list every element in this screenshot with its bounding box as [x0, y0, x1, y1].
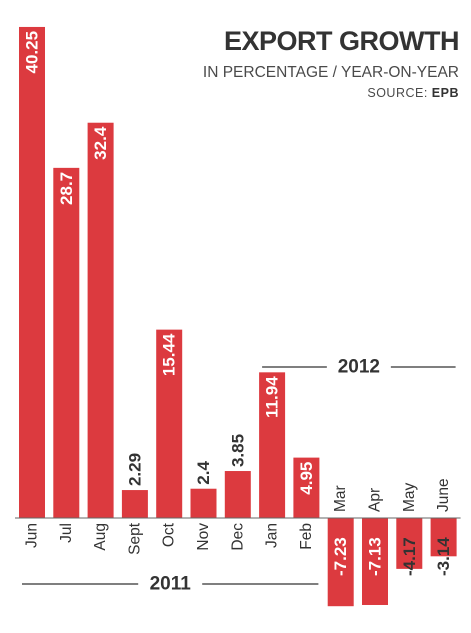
year-label-2012: 2012: [338, 357, 380, 378]
value-label-mar: -7.23: [331, 537, 350, 576]
category-label-jul: Jul: [58, 523, 75, 543]
labels-group: 40.25 Jun 28.7 Jul 32.4 Aug 2.29 Sept 15.44 Oct 2.…: [22, 31, 456, 595]
bar-june: [430, 518, 457, 557]
chart-source: SOURCE: EPB: [203, 84, 459, 102]
value-label-june: -3.14: [434, 537, 453, 576]
value-label-apr: -7.13: [366, 537, 385, 576]
bar-oct: [156, 329, 183, 518]
bar-apr: [362, 518, 388, 605]
value-label-jan: 11.94: [263, 376, 282, 418]
category-label-mar: Mar: [332, 485, 349, 512]
category-label-dec: Dec: [229, 523, 246, 551]
value-label-oct: 15.44: [160, 333, 179, 376]
category-label-jun: Jun: [24, 523, 41, 548]
title-block: EXPORT GROWTH IN PERCENTAGE / YEAR-ON-YE…: [202, 26, 460, 102]
bar-feb: [293, 457, 320, 518]
bar-may: [396, 518, 423, 569]
category-label-aug: Aug: [92, 523, 109, 551]
bar-mar: [327, 518, 354, 607]
value-label-sept: 2.29: [125, 453, 144, 486]
chart-title: EXPORT GROWTH: [224, 26, 460, 56]
category-label-sept: Sept: [126, 522, 143, 555]
bars-group: [19, 26, 457, 607]
category-label-jan: Jan: [264, 523, 281, 548]
bar-dec: [224, 471, 251, 518]
value-label-nov: 2.4: [194, 461, 213, 485]
source-name: EPB: [431, 86, 459, 100]
bar-aug: [87, 122, 114, 518]
bar-sept: [121, 490, 148, 518]
bar-nov: [190, 488, 217, 518]
bar-jun: [19, 26, 45, 518]
value-label-feb: 4.95: [297, 462, 316, 495]
category-label-june: June: [435, 478, 452, 512]
value-label-may: -4.17: [400, 537, 419, 576]
category-label-may: May: [401, 482, 418, 512]
bar-jul: [53, 167, 80, 519]
category-label-nov: Nov: [195, 523, 212, 551]
category-label-feb: Feb: [298, 523, 315, 550]
value-label-aug: 32.4: [91, 126, 110, 160]
chart-subtitle: IN PERCENTAGE / YEAR-ON-YEAR: [202, 64, 459, 81]
value-label-jul: 28.7: [57, 172, 76, 205]
source-label: SOURCE:: [367, 86, 428, 100]
category-label-oct: Oct: [161, 522, 178, 547]
value-label-dec: 3.85: [228, 434, 247, 467]
value-label-jun: 40.25: [23, 31, 42, 74]
category-label-apr: Apr: [367, 488, 384, 512]
year-label-2011: 2011: [150, 574, 192, 595]
bar-jan: [259, 372, 286, 518]
